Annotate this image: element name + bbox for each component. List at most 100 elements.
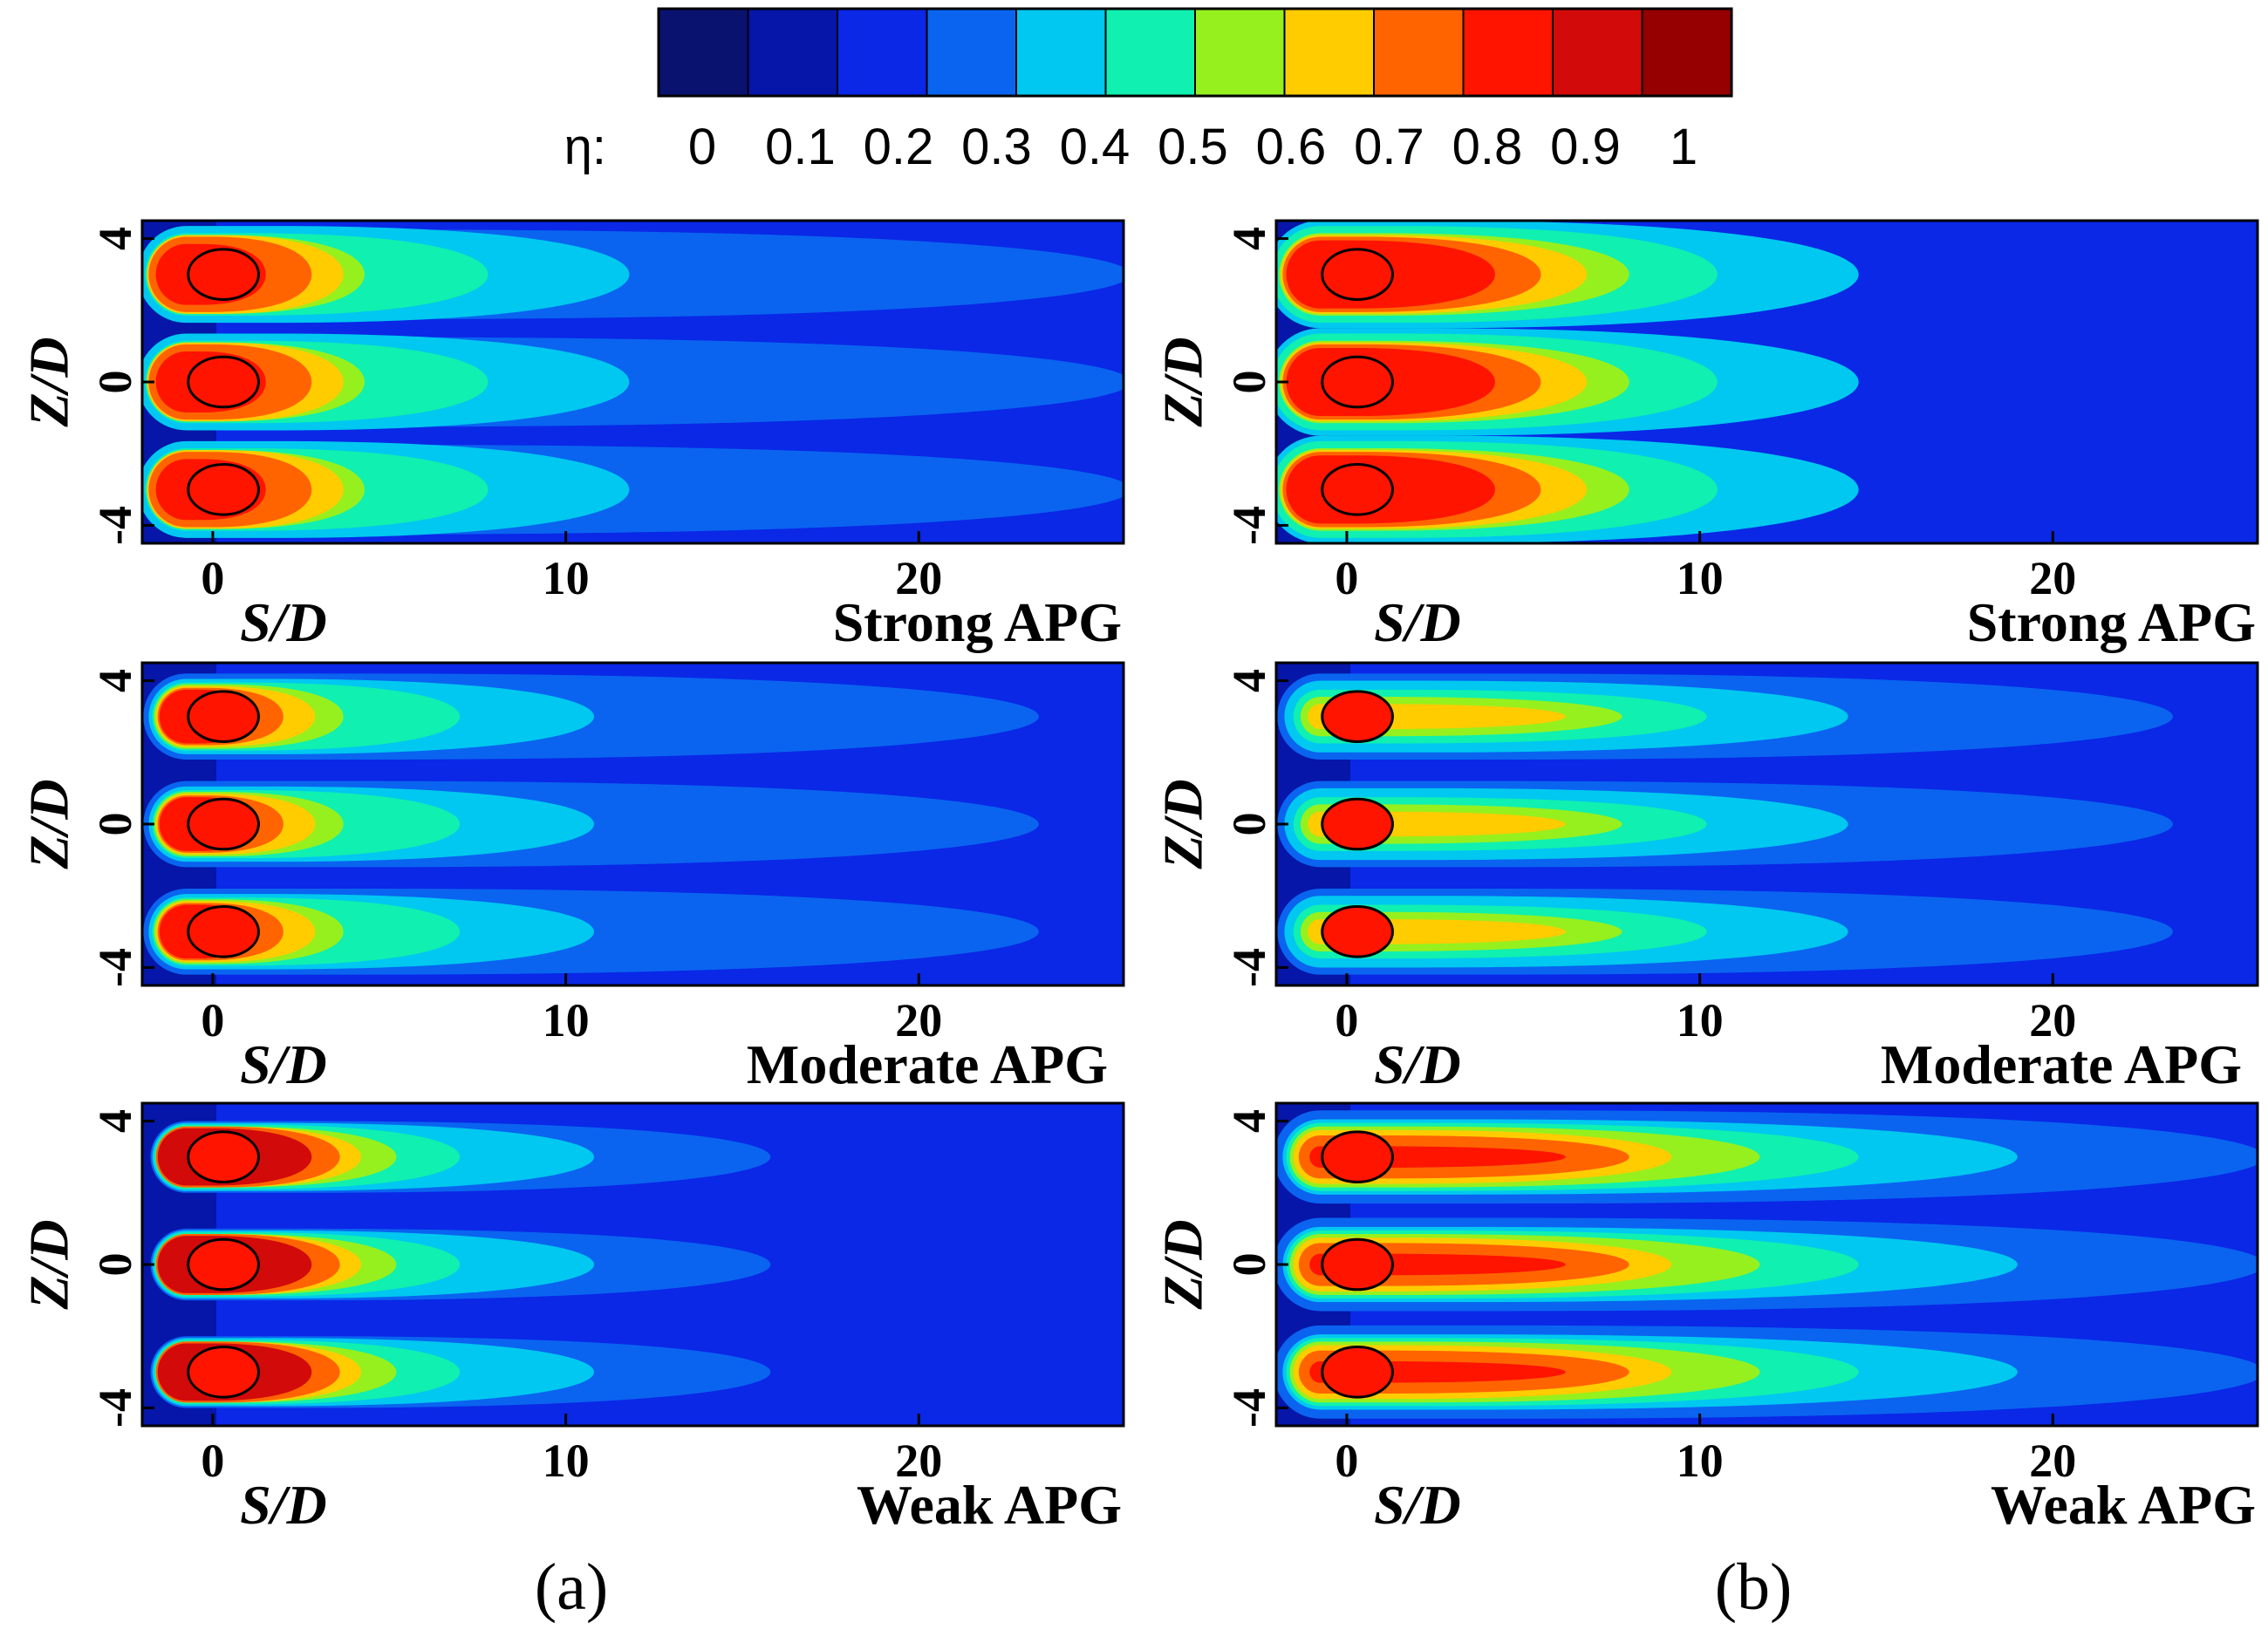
panel-label: Strong APG [1967,591,2256,653]
colorbar: η: 0 0.1 0.2 0.3 0.4 0.5 0.6 0.7 0.8 0.9 1 [564,7,1733,175]
x-tick-label: 10 [543,552,590,604]
y-axis-label: Z/D [17,1219,79,1310]
colorbar-tick-label: 1 [1670,119,1698,175]
colorbar-cell [1462,8,1554,97]
panel-plot [142,663,1124,985]
colorbar-tick-label: 0.9 [1550,119,1621,175]
y-tick-label: -4 [89,506,141,545]
cooling-hole [187,463,260,516]
cooling-hole [1321,463,1394,516]
cooling-hole [187,1130,260,1183]
colorbar-frame [657,7,1733,98]
colorbar-tick-label: 0.8 [1452,119,1523,175]
cooling-hole [1321,1346,1394,1399]
x-axis-label: S/D [1374,591,1461,653]
y-tick-label: -4 [1223,1388,1275,1428]
contour-panel: 0 10 20 4 0 -4 Z/D S/D Weak APG [17,1101,1125,1536]
cooling-hole [187,1237,260,1292]
cooling-hole [1321,690,1394,743]
cooling-hole [187,1346,260,1399]
y-tick-label: 4 [1223,669,1275,692]
colorbar-cell [1194,8,1286,97]
colorbar-cell [837,8,928,97]
colorbar-cell [747,8,838,97]
x-tick-label: 0 [1335,1435,1358,1487]
panel-plot [1276,221,2258,543]
x-tick-label: 20 [2029,994,2076,1046]
cooling-hole [1321,905,1394,958]
panel-label: Moderate APG [1881,1033,2242,1095]
cooling-hole [1321,797,1394,851]
cooling-hole [187,248,260,301]
x-tick-label: 20 [895,994,942,1046]
x-tick-label: 10 [1677,1435,1724,1487]
colorbar-cell [926,8,1017,97]
panel-label: Weak APG [857,1474,1122,1536]
y-tick-label: -4 [1223,948,1275,987]
x-tick-label: 10 [543,994,590,1046]
cooling-hole [1321,1237,1394,1292]
y-tick-label: 0 [1223,371,1275,394]
x-tick-label: 10 [1677,552,1724,604]
x-tick-label: 20 [2029,552,2076,604]
cooling-hole [187,690,260,743]
y-axis-label: Z/D [1151,337,1213,427]
colorbar-tick-label: 0.6 [1256,119,1327,175]
colorbar-tick-label: 0.5 [1158,119,1228,175]
x-tick-label: 10 [543,1435,590,1487]
y-axis-label: Z/D [1151,1219,1213,1310]
x-axis-label: S/D [1374,1033,1461,1095]
cooling-hole [187,355,260,409]
colorbar-tick-label: 0.1 [765,119,836,175]
colorbar-tick-label: 0.4 [1060,119,1131,175]
y-tick-label: 0 [1223,813,1275,836]
x-tick-label: 20 [2029,1435,2076,1487]
x-tick-label: 10 [1677,994,1724,1046]
panel-label: Weak APG [1991,1474,2256,1536]
x-axis-label: S/D [240,1033,327,1095]
caption-b: (b) [1715,1551,1793,1624]
colorbar-cell [1373,8,1465,97]
panel-plot [1276,663,2258,985]
colorbar-cell [1552,8,1643,97]
y-tick-label: -4 [1223,506,1275,545]
contour-panel: 0 10 20 4 0 -4 Z/D S/D Weak APG [1151,1101,2259,1536]
colorbar-symbol: η: [564,119,606,175]
colorbar-cell [1104,8,1196,97]
colorbar-tick-label: 0.7 [1354,119,1424,175]
contour-panels: 0 10 20 4 0 -4 Z/D S/D Strong APG 0 10 20 4 0 -4 Z/D S/D… [17,219,2259,1536]
y-axis-label: Z/D [1151,779,1213,869]
x-tick-label: 20 [895,552,942,604]
y-tick-label: 4 [1223,1109,1275,1133]
y-tick-label: 4 [89,669,141,692]
y-tick-label: 0 [89,1253,141,1277]
colorbar-cell [1015,8,1107,97]
colorbar-tick-label: 0.2 [864,119,934,175]
contour-panel: 0 10 20 4 0 -4 Z/D S/D Moderate APG [17,661,1125,1095]
column-captions: (a) (b) [535,1551,1792,1624]
colorbar-cell [1283,8,1375,97]
x-tick-label: 0 [201,552,224,604]
y-tick-label: 4 [89,1109,141,1133]
y-tick-label: 4 [1223,227,1275,250]
y-tick-label: 0 [89,813,141,836]
y-axis-label: Z/D [17,337,79,427]
colorbar-tick-label: 0 [688,119,716,175]
x-axis-label: S/D [1374,1474,1461,1536]
panel-plot [1276,1103,2258,1426]
panel-plot [142,221,1124,543]
x-tick-label: 20 [895,1435,942,1487]
colorbar-tick-label: 0.3 [961,119,1032,175]
y-tick-label: -4 [89,1388,141,1428]
colorbar-cell [658,8,749,97]
x-tick-label: 0 [201,1435,224,1487]
cooling-hole [187,797,260,851]
x-tick-label: 0 [201,994,224,1046]
y-axis-label: Z/D [17,779,79,869]
x-tick-label: 0 [1335,552,1358,604]
y-tick-label: 0 [1223,1253,1275,1277]
caption-a: (a) [535,1551,608,1624]
cooling-hole [187,905,260,958]
y-tick-label: 4 [89,227,141,250]
